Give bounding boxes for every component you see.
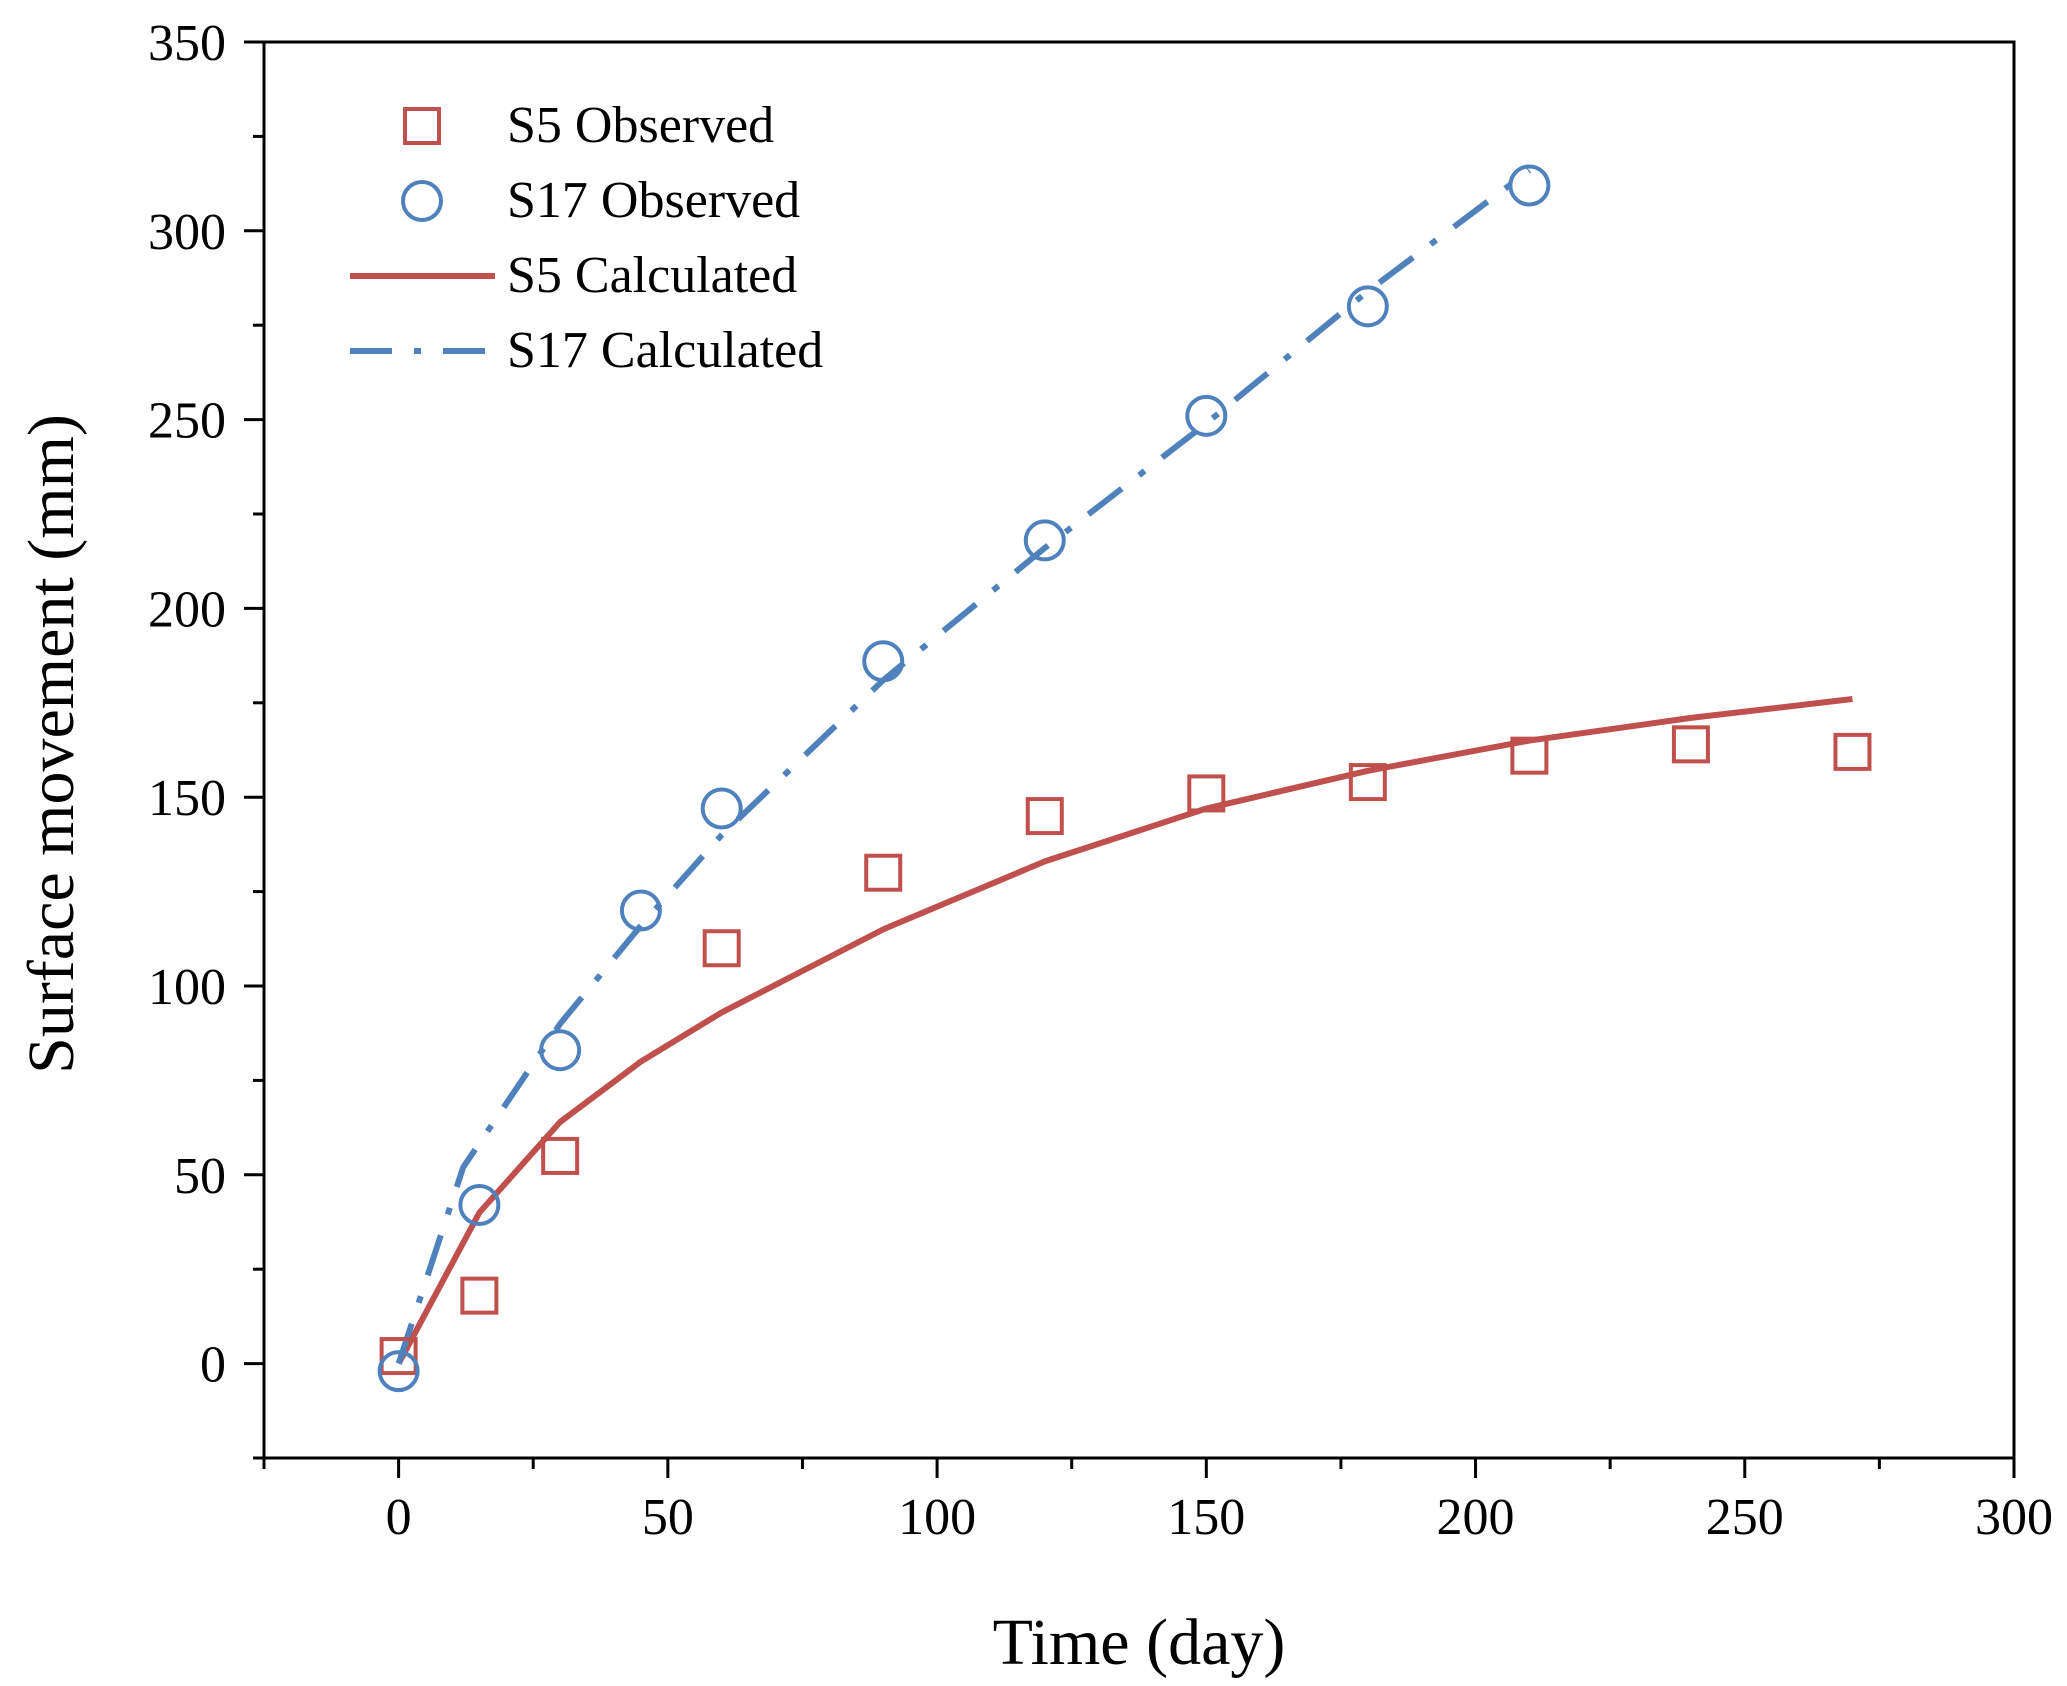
x-tick-label: 0 [386,1489,412,1546]
y-tick-label: 250 [148,393,226,450]
x-tick-labels: 0 50 100 150 200 250 300 [386,1489,2053,1546]
x-tick-label: 250 [1706,1489,1784,1546]
series-s5-observed [379,725,1872,1376]
data-point [377,1350,420,1393]
plot-frame [262,40,2016,1460]
y-tick-label: 200 [148,581,226,638]
legend-label: S5 Calculated [507,247,797,304]
data-point [700,787,743,830]
data-point [1025,797,1064,836]
data-point [1185,394,1228,437]
legend-label: S5 Observed [507,97,774,154]
data-point [619,889,662,932]
y-tick-label: 0 [200,1337,226,1394]
x-tick-label: 50 [642,1489,694,1546]
series-line [395,167,1532,1365]
x-axis-title: Time (day) [993,1606,1286,1679]
x-tick-label: 150 [1167,1489,1245,1546]
x-tick-label: 200 [1437,1489,1515,1546]
data-point [1023,519,1066,562]
y-tick-label: 300 [148,204,226,261]
data-point [458,1184,501,1227]
data-point [1348,763,1387,802]
series-s5-calculated [395,696,1853,1366]
series-s17-observed [377,164,1551,1393]
y-tick-label: 350 [148,15,226,72]
data-point [1187,774,1226,813]
y-tick-label: 100 [148,959,226,1016]
data-point [379,1337,418,1376]
legend-item: S17 Calculated [350,322,823,379]
series-s17-calculated [395,167,1532,1365]
y-tick-label: 50 [174,1148,226,1205]
x-tick-label: 300 [1975,1489,2053,1546]
legend-item: S5 Observed [403,97,774,154]
data-point [1508,164,1551,207]
x-tick-label: 100 [898,1489,976,1546]
legend: S5 Observed S17 Observed S5 Calculated S17 … [350,97,823,379]
data-point [1346,285,1389,328]
y-tick-labels: 0 50 100 150 200 250 300 350 [148,15,226,1394]
y-axis-title: Surface movement (mm) [15,414,88,1074]
y-tick-label: 150 [148,770,226,827]
data-point [1833,732,1872,771]
legend-label: S17 Calculated [507,322,823,379]
legend-item: S5 Calculated [350,247,797,304]
data-point [541,1136,580,1175]
legend-item: S17 Observed [401,172,800,229]
data-point [862,640,905,683]
legend-marker [401,180,443,222]
axis-ticks [244,40,2016,1478]
data-point [864,853,903,892]
series-layer [377,164,1872,1393]
data-point [702,929,741,968]
data-point [539,1029,582,1072]
legend-marker [403,107,441,145]
data-point [460,1276,499,1315]
legend-label: S17 Observed [507,172,800,229]
data-point [1510,736,1549,775]
data-point [1671,725,1710,764]
plot-border [262,40,2016,1460]
series-line [395,696,1853,1366]
